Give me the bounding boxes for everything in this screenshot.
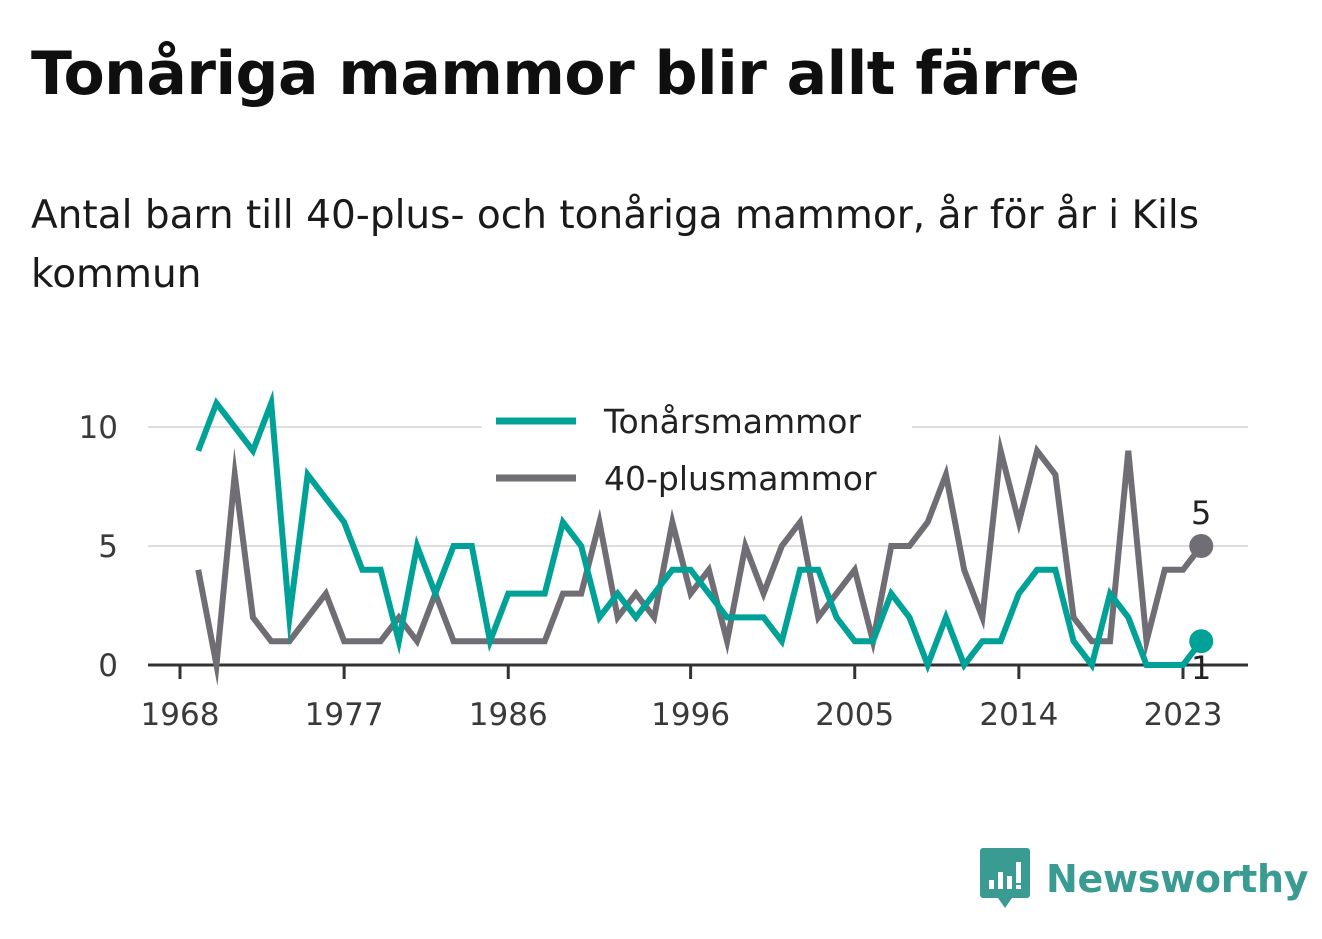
x-tick-label: 1968 (141, 697, 220, 733)
series-end-point (1189, 629, 1214, 654)
legend: Tonårsmammor 40-plusmammor (482, 392, 912, 516)
x-tick-label: 2005 (815, 697, 894, 733)
series-line-0 (195, 389, 1204, 674)
axis-ticks: 0 5 10 1968 1977 1986 1996 2005 2014 2023 (79, 410, 1248, 733)
legend-background (482, 392, 912, 516)
x-tick-label: 2023 (1144, 697, 1223, 733)
y-tick-label: 0 (98, 648, 118, 684)
newsworthy-logo-icon (980, 848, 1030, 908)
legend-label[interactable]: 40-plusmammor (604, 459, 877, 498)
series-lines (195, 389, 1214, 687)
y-tick-label: 10 (79, 410, 118, 446)
end-labels: 15 (1191, 494, 1211, 687)
brand-name: Newsworthy (1046, 857, 1309, 901)
series-end-point (1189, 534, 1214, 558)
chart-subtitle: Antal barn till 40-plus- och tonåriga ma… (31, 193, 1200, 297)
legend-label[interactable]: Tonårsmammor (603, 402, 861, 441)
series-end-label: 5 (1191, 494, 1211, 532)
x-tick-label: 1986 (469, 697, 548, 733)
x-tick-label: 1977 (305, 697, 384, 733)
chart-title: Tonåriga mammor blir allt färre (31, 39, 1080, 109)
x-tick-label: 1996 (651, 697, 730, 733)
y-tick-label: 5 (98, 529, 118, 565)
x-tick-label: 2014 (979, 697, 1058, 733)
series-end-label: 1 (1191, 649, 1211, 687)
brand-logo[interactable]: Newsworthy (980, 848, 1309, 910)
